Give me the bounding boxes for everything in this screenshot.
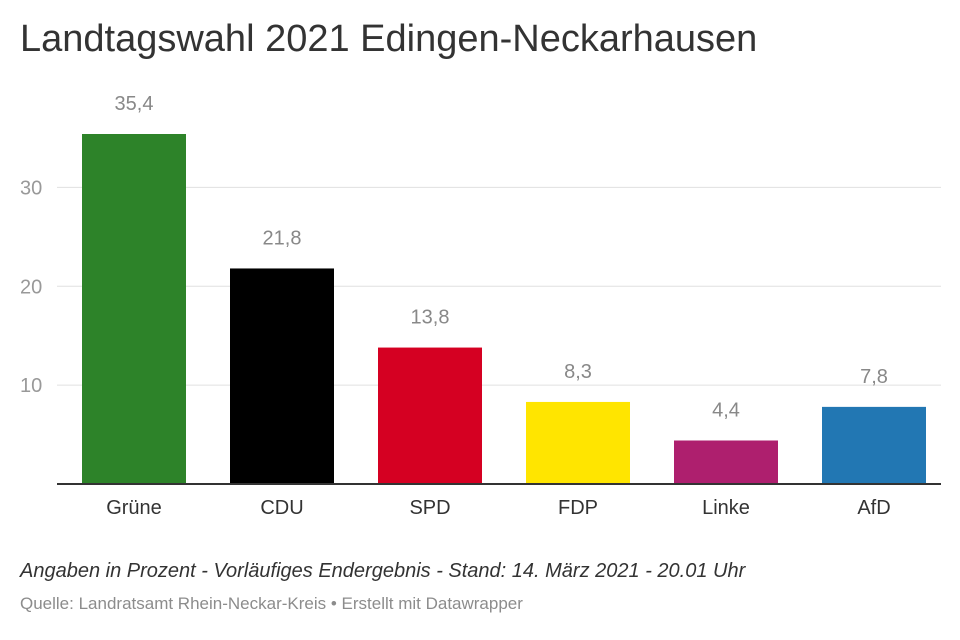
x-tick-label: CDU xyxy=(260,497,303,519)
data-label: 7,8 xyxy=(860,366,888,388)
chart-note: Angaben in Prozent - Vorläufiges Enderge… xyxy=(20,560,746,582)
bar xyxy=(378,347,482,484)
x-tick-label: Grüne xyxy=(106,497,162,519)
x-tick-label: AfD xyxy=(857,497,890,519)
bar xyxy=(822,406,926,484)
data-label: 8,3 xyxy=(564,361,592,383)
data-label: 21,8 xyxy=(263,227,302,249)
bar xyxy=(230,268,334,484)
data-label: 4,4 xyxy=(712,399,740,421)
data-label: 13,8 xyxy=(411,307,450,329)
x-tick-label: FDP xyxy=(558,497,598,519)
chart-source: Quelle: Landratsamt Rhein-Neckar-Kreis •… xyxy=(20,594,523,613)
chart-title: Landtagswahl 2021 Edingen-Neckarhausen xyxy=(20,18,758,60)
bar xyxy=(674,440,778,484)
x-tick-label: SPD xyxy=(409,497,450,519)
bar-chart: 10 20 30 35,4 Grüne 21,8 CDU 13,8 SPD 8,3 FDP 4,4 Li… xyxy=(20,93,941,519)
x-tick-label: Linke xyxy=(702,497,750,519)
data-label: 35,4 xyxy=(115,93,154,115)
bar xyxy=(82,134,186,484)
y-tick-label: 20 xyxy=(20,276,42,298)
y-tick-label: 30 xyxy=(20,177,42,199)
bar xyxy=(526,401,630,484)
y-tick-label: 10 xyxy=(20,375,42,397)
